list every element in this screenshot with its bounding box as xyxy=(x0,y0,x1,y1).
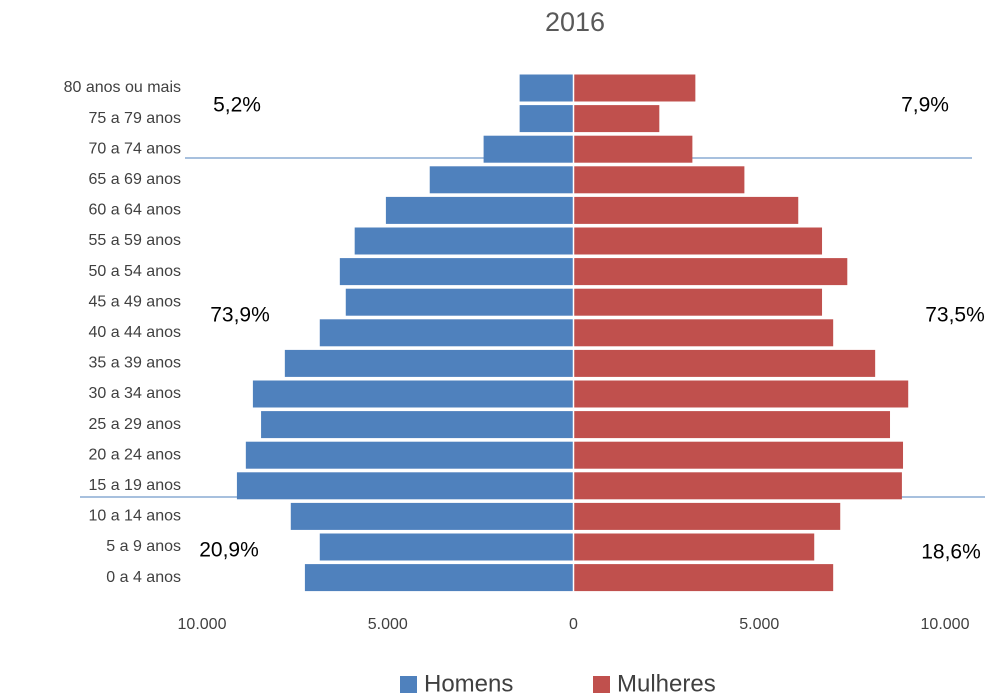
y-tick-label: 20 a 24 anos xyxy=(88,446,181,463)
y-tick-label: 55 a 59 anos xyxy=(88,232,181,249)
annotation: 18,6% xyxy=(921,541,981,564)
legend-swatch xyxy=(593,676,610,693)
bar xyxy=(573,288,823,316)
bar xyxy=(573,135,693,163)
x-tick-label: 5.000 xyxy=(368,616,408,633)
y-tick-label: 70 a 74 anos xyxy=(88,140,181,157)
bar xyxy=(573,196,799,224)
y-tick-label: 40 a 44 anos xyxy=(88,324,181,341)
y-tick-label: 50 a 54 anos xyxy=(88,263,181,280)
legend-label: Homens xyxy=(424,670,513,697)
bar xyxy=(573,502,841,530)
bar xyxy=(236,472,574,500)
y-tick-label: 0 a 4 anos xyxy=(106,569,181,586)
y-tick-label: 65 a 69 anos xyxy=(88,171,181,188)
y-tick-label: 45 a 49 anos xyxy=(88,293,181,310)
annotation: 73,5% xyxy=(925,304,985,327)
bar xyxy=(245,441,574,469)
bar xyxy=(354,227,574,255)
bar xyxy=(573,533,815,561)
bar xyxy=(345,288,574,316)
bar xyxy=(573,380,909,408)
bar xyxy=(573,227,823,255)
annotation: 20,9% xyxy=(199,539,259,562)
bar xyxy=(284,349,574,377)
bar xyxy=(319,533,574,561)
bar xyxy=(385,196,574,224)
bar xyxy=(483,135,574,163)
y-tick-label: 75 a 79 anos xyxy=(88,110,181,127)
annotation: 73,9% xyxy=(210,304,270,327)
bar xyxy=(252,380,574,408)
y-tick-label: 35 a 39 anos xyxy=(88,355,181,372)
bar xyxy=(573,258,848,286)
chart-title: 2016 xyxy=(545,7,605,37)
bar xyxy=(573,349,876,377)
bar xyxy=(319,319,574,347)
bar xyxy=(304,564,574,592)
y-tick-label: 60 a 64 anos xyxy=(88,202,181,219)
bar xyxy=(573,441,904,469)
x-tick-label: 0 xyxy=(569,616,578,633)
y-tick-label: 30 a 34 anos xyxy=(88,385,181,402)
y-tick-label: 25 a 29 anos xyxy=(88,416,181,433)
annotation: 7,9% xyxy=(901,94,949,117)
bar xyxy=(429,166,574,194)
bar xyxy=(573,74,696,102)
bar xyxy=(519,105,574,133)
legend-label: Mulheres xyxy=(617,670,716,697)
bar xyxy=(261,411,574,439)
bar xyxy=(573,319,834,347)
bar xyxy=(573,472,902,500)
y-tick-label: 10 a 14 anos xyxy=(88,508,181,525)
x-tick-label: 10.000 xyxy=(178,616,227,633)
bar xyxy=(290,502,574,530)
bar xyxy=(573,564,834,592)
legend-swatch xyxy=(400,676,417,693)
x-tick-label: 5.000 xyxy=(739,616,779,633)
y-tick-label: 15 a 19 anos xyxy=(88,477,181,494)
bar xyxy=(339,258,574,286)
x-tick-label: 10.000 xyxy=(921,616,970,633)
bar xyxy=(573,411,891,439)
bar xyxy=(573,166,745,194)
bar xyxy=(519,74,574,102)
annotation: 5,2% xyxy=(213,94,261,117)
y-tick-label: 80 anos ou mais xyxy=(64,79,181,96)
bar xyxy=(573,105,660,133)
y-tick-label: 5 a 9 anos xyxy=(106,538,181,555)
